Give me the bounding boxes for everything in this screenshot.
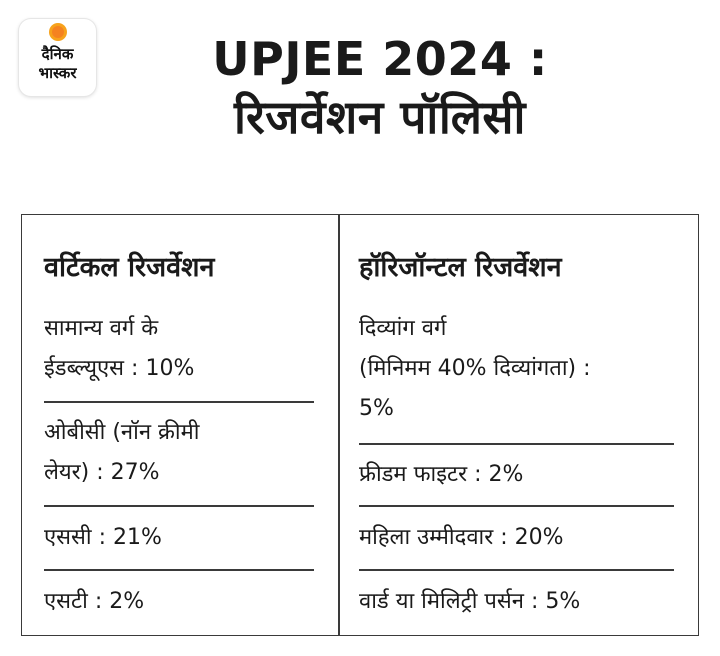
vertical-item-sc-line-1: एससी : 21%: [44, 525, 162, 550]
vertical-item-sc: एससी : 21%: [44, 518, 314, 558]
vertical-item-st-line-1: एसटी : 2%: [44, 589, 145, 614]
horizontal-item-women-line-1: महिला उम्मीदवार : 20%: [359, 525, 564, 550]
horizontal-item-divyang-line-1: दिव्यांग वर्ग: [359, 316, 447, 341]
vertical-reservation-heading: वर्टिकल रिजर्वेशन: [44, 252, 215, 283]
page-title: UPJEE 2024 : रिजर्वेशन पॉलिसी: [110, 30, 650, 146]
vertical-item-ews: सामान्य वर्ग के ईडब्ल्यूएस : 10%: [44, 309, 314, 389]
row-divider: [44, 401, 314, 403]
logo-line-2: भास्कर: [38, 64, 77, 82]
vertical-item-obc-line-1: ओबीसी (नॉन क्रीमी: [44, 420, 200, 445]
horizontal-item-ward-military-line-1: वार्ड या मिलिट्री पर्सन : 5%: [359, 589, 581, 614]
logo-text: दैनिक भास्कर: [19, 45, 96, 83]
title-line-2: रिजर्वेशन पॉलिसी: [234, 90, 526, 144]
horizontal-item-freedom-fighter-line-1: फ्रीडम फाइटर : 2%: [359, 462, 524, 487]
vertical-item-obc: ओबीसी (नॉन क्रीमी लेयर) : 27%: [44, 413, 314, 493]
row-divider: [44, 505, 314, 507]
horizontal-reservation-heading: हॉरिजॉन्टल रिजर्वेशन: [359, 252, 562, 283]
horizontal-reservation-column: हॉरिजॉन्टल रिजर्वेशन दिव्यांग वर्ग (मिनि…: [359, 215, 674, 635]
dainik-bhaskar-logo: दैनिक भास्कर: [19, 19, 96, 96]
horizontal-item-divyang-line-2: (मिनिमम 40% दिव्यांगता) :: [359, 356, 591, 381]
title-line-1: UPJEE 2024 :: [212, 32, 548, 86]
row-divider: [359, 569, 674, 571]
row-divider: [44, 569, 314, 571]
logo-line-1: दैनिक: [41, 45, 74, 63]
horizontal-item-divyang: दिव्यांग वर्ग (मिनिमम 40% दिव्यांगता) : …: [359, 309, 674, 429]
vertical-item-ews-line-1: सामान्य वर्ग के: [44, 316, 159, 341]
horizontal-item-women: महिला उम्मीदवार : 20%: [359, 518, 674, 558]
vertical-item-st: एसटी : 2%: [44, 582, 314, 622]
vertical-item-obc-line-2: लेयर) : 27%: [44, 460, 160, 485]
sun-icon: [49, 23, 67, 41]
row-divider: [359, 443, 674, 445]
vertical-reservation-column: वर्टिकल रिजर्वेशन सामान्य वर्ग के ईडब्ल्…: [44, 215, 314, 635]
horizontal-item-freedom-fighter: फ्रीडम फाइटर : 2%: [359, 455, 674, 495]
reservation-table: वर्टिकल रिजर्वेशन सामान्य वर्ग के ईडब्ल्…: [21, 214, 699, 636]
row-divider: [359, 505, 674, 507]
vertical-item-ews-line-2: ईडब्ल्यूएस : 10%: [44, 356, 195, 381]
column-divider: [338, 215, 340, 635]
horizontal-item-ward-military: वार्ड या मिलिट्री पर्सन : 5%: [359, 582, 674, 622]
horizontal-item-divyang-line-3: 5%: [359, 396, 394, 421]
